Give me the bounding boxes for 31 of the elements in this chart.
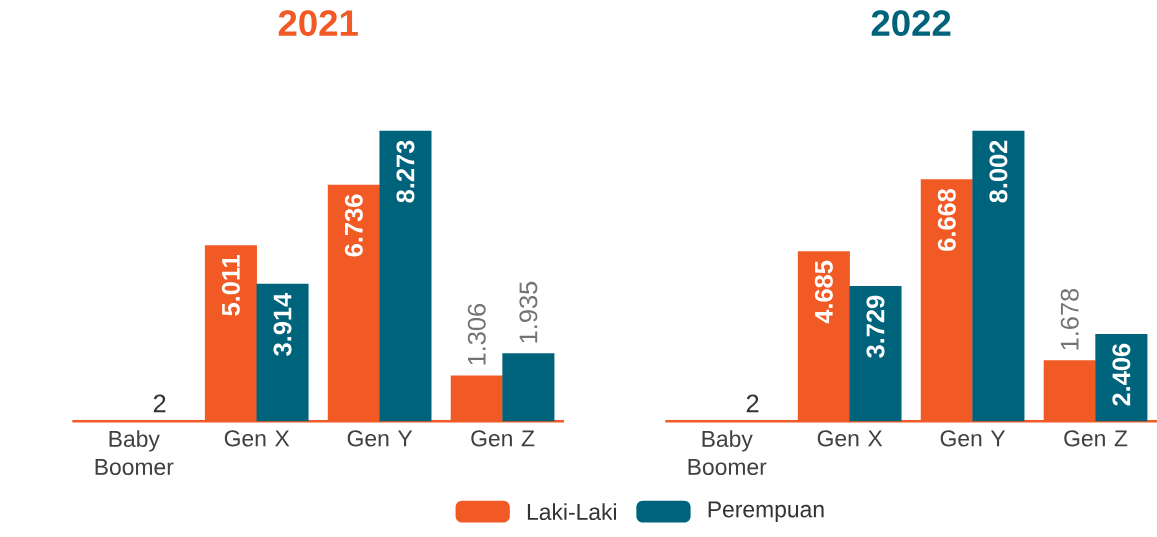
data-label: 6.736	[344, 194, 363, 257]
data-label: 1.935	[519, 281, 538, 343]
legend-label: Laki-Laki	[527, 503, 617, 521]
data-label: 3.914	[273, 292, 292, 356]
data-label: 2	[746, 394, 759, 413]
data-label: 5.011	[221, 254, 240, 316]
x-tick-label: Baby Boomer	[688, 430, 767, 476]
chart-title: 2021	[278, 10, 358, 37]
chart-title: 2022	[871, 10, 951, 37]
bar	[379, 130, 432, 422]
data-label: 6.668	[937, 188, 956, 251]
data-label: 2.406	[1112, 343, 1131, 406]
legend-label: Perempuan	[708, 501, 824, 522]
bar	[972, 130, 1025, 422]
data-label: 4.685	[814, 260, 833, 324]
bar	[849, 285, 902, 422]
x-tick-label: Gen Z	[471, 430, 535, 447]
data-label: 2	[153, 394, 166, 413]
data-label: 3.729	[866, 295, 885, 358]
x-tick-label: Baby Boomer	[95, 430, 174, 476]
x-tick-label: Gen X	[224, 430, 290, 447]
x-tick-label: Gen X	[817, 430, 883, 447]
data-label: 8.273	[396, 140, 415, 203]
data-label: 1.678	[1060, 288, 1079, 350]
data-label: 8.002	[989, 140, 1008, 203]
data-label: 1.306	[467, 303, 486, 365]
x-tick-label: Gen Y	[940, 430, 1006, 447]
bar	[502, 353, 555, 422]
bar	[256, 283, 309, 422]
x-tick-label: Gen Z	[1064, 430, 1128, 447]
x-tick-label: Gen Y	[347, 430, 413, 447]
